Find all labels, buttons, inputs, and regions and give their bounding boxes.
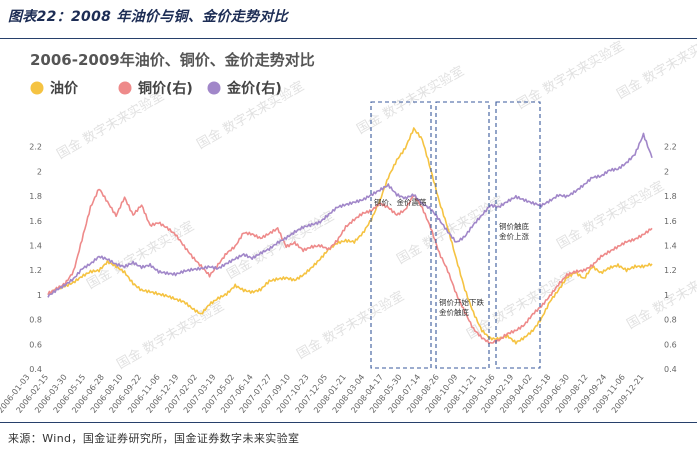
legend-marker (118, 81, 132, 95)
annotation-text: 金价上涨 (499, 231, 529, 241)
y-tick-left: 1.2 (29, 266, 42, 275)
y-tick-left: 1.6 (29, 217, 42, 226)
legend-marker (207, 81, 221, 95)
annotation-box (495, 101, 541, 369)
y-tick-right: 2 (664, 167, 669, 176)
bottom-divider (0, 422, 697, 423)
chart: 国金 数字未来实验室 国金 数字未来实验室 国金 数字未来实验室 国金 数字未来实验室… (0, 39, 697, 421)
y-tick-left: 0.8 (29, 316, 42, 325)
y-tick-left: 1.8 (29, 192, 42, 201)
y-tick-right: 1 (664, 291, 669, 300)
y-axis-right: 2.2 2 1.8 1.6 1.4 1.2 1 0.8 0.6 0.4 (664, 143, 677, 374)
y-tick-right: 0.6 (664, 340, 677, 349)
y-tick-right: 2.2 (664, 143, 677, 152)
annotation-text: 铜价触底 (499, 221, 529, 231)
y-tick-left: 0.4 (29, 365, 42, 374)
y-tick-right: 0.8 (664, 316, 677, 325)
legend-label: 油价 (50, 80, 79, 97)
annotation-box (435, 101, 490, 369)
y-tick-left: 2.2 (29, 143, 42, 152)
series-line-0 (47, 127, 653, 345)
source-note: 来源：Wind，国金证券研究所，国金证券数字未来实验室 (8, 432, 300, 445)
y-tick-right: 1.4 (664, 242, 677, 251)
y-tick-left: 0.6 (29, 340, 42, 349)
series-line-1 (47, 188, 653, 345)
y-tick-right: 1.8 (664, 192, 677, 201)
chart-background (0, 39, 697, 421)
legend: 油价 铜价(右) 金价(右) (30, 80, 282, 97)
annotation-text: 铜价开始下跌 (439, 297, 484, 307)
annotation-box (370, 101, 432, 369)
legend-label: 铜价(右) (138, 80, 193, 97)
annotation-text: 金价触底 (439, 307, 469, 317)
series-lines (47, 127, 653, 345)
legend-marker (30, 81, 44, 95)
annotation-text: 铜价、金价震荡 (374, 197, 427, 207)
chart-title: 2006-2009年油价、铜价、金价走势对比 (30, 51, 315, 69)
y-tick-left: 1.4 (29, 242, 42, 251)
top-divider (0, 38, 697, 39)
y-tick-right: 1.6 (664, 217, 677, 226)
y-tick-right: 1.2 (664, 266, 677, 275)
y-axis-left: 2.2 2 1.8 1.6 1.4 1.2 1 0.8 0.6 0.4 (29, 143, 42, 374)
y-tick-left: 2 (37, 167, 42, 176)
figure-title: 图表22：2008 年油价与铜、金价走势对比 (8, 9, 288, 25)
series-line-2 (47, 132, 653, 298)
legend-label: 金价(右) (226, 80, 282, 97)
y-tick-right: 0.4 (664, 365, 677, 374)
y-tick-left: 1 (37, 291, 42, 300)
